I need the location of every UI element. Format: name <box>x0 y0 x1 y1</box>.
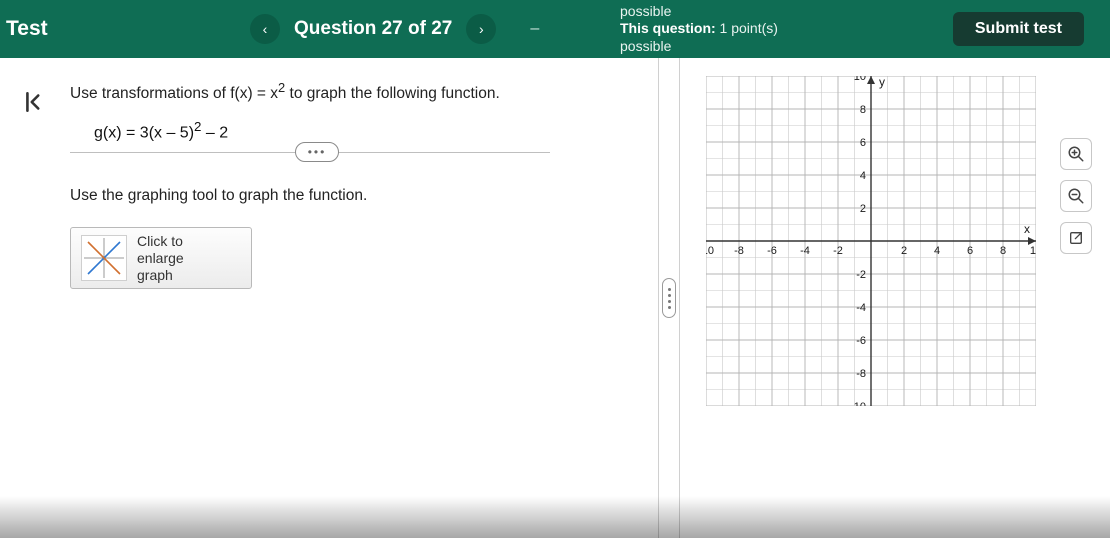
svg-text:10: 10 <box>1030 245 1036 257</box>
svg-text:y: y <box>879 76 885 89</box>
svg-text:6: 6 <box>967 245 973 257</box>
submit-test-button[interactable]: Submit test <box>953 12 1084 46</box>
svg-text:-8: -8 <box>856 368 866 380</box>
svg-text:-6: -6 <box>767 245 777 257</box>
graph-instruction: Use the graphing tool to graph the funct… <box>70 187 640 205</box>
svg-text:2: 2 <box>860 203 866 215</box>
question-content: Use transformations of f(x) = x2 to grap… <box>70 58 658 538</box>
coordinate-grid[interactable]: -10-8-6-4-2246810-10-8-6-4-2246810xy <box>706 76 1036 406</box>
enlarge-line1: Click to <box>137 233 184 250</box>
left-rail <box>0 58 70 538</box>
side-toolbar <box>1060 138 1096 254</box>
svg-text:-6: -6 <box>856 335 866 347</box>
equation-suffix: – 2 <box>201 124 228 141</box>
svg-text:2: 2 <box>901 245 907 257</box>
question-prompt: Use transformations of f(x) = x2 to grap… <box>70 80 640 103</box>
nav-divider: – <box>530 20 539 38</box>
prompt-suffix: to graph the following function. <box>285 85 500 102</box>
zoom-in-icon[interactable] <box>1060 138 1092 170</box>
splitter-handle-icon[interactable] <box>662 278 676 318</box>
points-line-possible-top: possible <box>620 3 778 21</box>
points-line-possible-bottom: possible <box>620 38 778 56</box>
popout-icon[interactable] <box>1060 222 1092 254</box>
svg-text:-4: -4 <box>800 245 810 257</box>
svg-text:4: 4 <box>934 245 940 257</box>
test-title: Test <box>0 17 80 41</box>
prev-question-button[interactable]: ‹ <box>250 14 280 44</box>
svg-text:-4: -4 <box>856 302 866 314</box>
svg-text:-2: -2 <box>833 245 843 257</box>
question-nav: ‹ Question 27 of 27 › – <box>250 0 539 58</box>
more-options-pill[interactable]: ••• <box>295 142 339 162</box>
enlarge-line3: graph <box>137 267 184 284</box>
points-value: 1 point(s) <box>716 20 778 36</box>
svg-text:-10: -10 <box>706 245 714 257</box>
app-header: Test ‹ Question 27 of 27 › – possible Th… <box>0 0 1110 58</box>
svg-text:10: 10 <box>854 76 866 83</box>
svg-text:8: 8 <box>860 104 866 116</box>
zoom-out-icon[interactable] <box>1060 180 1092 212</box>
svg-text:4: 4 <box>860 170 866 182</box>
question-counter: Question 27 of 27 <box>294 18 452 40</box>
points-panel: possible This question: 1 point(s) possi… <box>620 0 778 58</box>
enlarge-line2: enlarge <box>137 250 184 267</box>
svg-text:-10: -10 <box>850 401 866 406</box>
points-line-this-question: This question: 1 point(s) <box>620 20 778 38</box>
svg-text:x: x <box>1024 222 1030 236</box>
svg-text:-2: -2 <box>856 269 866 281</box>
svg-text:6: 6 <box>860 137 866 149</box>
prompt-prefix: Use transformations of f(x) = x <box>70 85 278 102</box>
equation-prefix: g(x) = 3(x – 5) <box>94 124 194 141</box>
graph-panel: -10-8-6-4-2246810-10-8-6-4-2246810xy <box>680 58 1110 538</box>
equation: g(x) = 3(x – 5)2 – 2 <box>94 119 640 142</box>
enlarge-label: Click to enlarge graph <box>137 233 184 283</box>
graph-thumbnail <box>81 235 127 281</box>
enlarge-graph-button[interactable]: Click to enlarge graph <box>70 227 252 289</box>
svg-text:-8: -8 <box>734 245 744 257</box>
panel-splitter[interactable] <box>658 58 680 538</box>
collapse-left-icon[interactable] <box>19 86 51 118</box>
svg-text:8: 8 <box>1000 245 1006 257</box>
next-question-button[interactable]: › <box>466 14 496 44</box>
points-bold: This question: <box>620 20 716 36</box>
